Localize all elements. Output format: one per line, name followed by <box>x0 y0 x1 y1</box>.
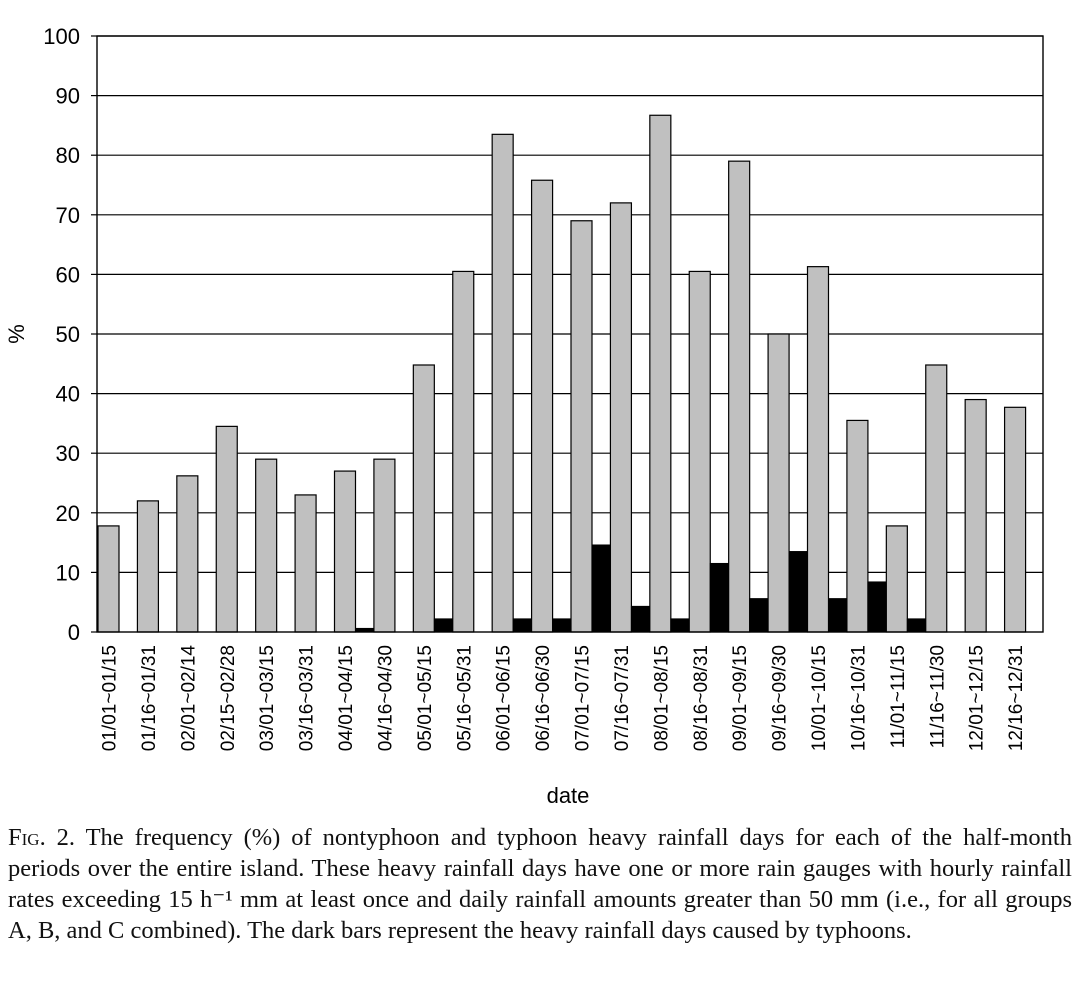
x-tick-label: 01/16~01/31 <box>139 645 160 751</box>
x-tick-label: 06/16~06/30 <box>533 645 554 751</box>
y-tick-label: 10 <box>56 560 80 585</box>
x-tick-label: 08/01~08/15 <box>651 645 672 751</box>
x-tick-label: 09/16~09/30 <box>770 645 791 751</box>
bar-nontyphoon <box>412 364 435 633</box>
bar-nontyphoon <box>136 500 160 633</box>
bar-chart: 0 10 20 30 40 50 60 70 80 90 100 01/01~01/15 01/16~… <box>4 24 1044 808</box>
x-tick-label: 12/16~12/31 <box>1006 645 1027 751</box>
bars <box>97 114 1027 633</box>
y-tick-label: 100 <box>43 24 80 49</box>
bar-nontyphoon <box>373 458 396 633</box>
y-axis-label: % <box>4 324 29 344</box>
bar-typhoon <box>512 618 533 633</box>
bar-nontyphoon <box>452 270 475 633</box>
bar-nontyphoon <box>176 475 199 633</box>
x-tick-label: 07/16~07/31 <box>612 645 633 751</box>
y-tick-label: 80 <box>56 143 80 168</box>
bar-nontyphoon <box>255 458 278 633</box>
x-tick-label: 05/01~05/15 <box>415 645 436 751</box>
x-tick-label: 05/16~05/31 <box>454 645 475 751</box>
bar-typhoon <box>906 618 927 633</box>
bar-typhoon <box>630 605 651 633</box>
bar-nontyphoon <box>609 202 633 633</box>
x-tick-label: 02/01~02/14 <box>178 645 199 752</box>
y-tick-label: 20 <box>56 501 80 526</box>
bar-typhoon <box>552 618 573 633</box>
x-tick-label: 12/01~12/15 <box>967 645 988 751</box>
bar-typhoon <box>433 618 454 633</box>
x-tick-label: 11/16~11/30 <box>927 645 948 748</box>
bar-nontyphoon <box>806 266 830 633</box>
bar-nontyphoon <box>294 494 317 633</box>
bar-typhoon <box>670 618 691 633</box>
y-tick-label: 50 <box>56 322 80 347</box>
x-tick-label: 07/01~07/15 <box>573 645 594 751</box>
x-tick-label: 03/01~03/15 <box>257 645 278 751</box>
x-tick-label: 10/01~10/15 <box>809 645 830 751</box>
plot-frame <box>96 35 1044 633</box>
bar-nontyphoon <box>649 114 672 633</box>
bar-typhoon <box>788 551 809 633</box>
y-tick-label: 30 <box>56 441 80 466</box>
x-tick-label: 02/15~02/28 <box>218 645 239 751</box>
y-tick-label: 90 <box>56 84 80 109</box>
bar-typhoon <box>749 598 770 633</box>
bar-typhoon <box>867 581 888 633</box>
bar-nontyphoon <box>333 470 357 633</box>
bar-nontyphoon <box>570 220 593 633</box>
bar-typhoon <box>709 562 730 633</box>
bar-nontyphoon <box>728 160 751 633</box>
bar-nontyphoon <box>530 179 554 633</box>
x-tick-label: 10/16~10/31 <box>848 645 869 751</box>
y-tick-label: 70 <box>56 203 80 228</box>
y-tick-labels: 0 10 20 30 40 50 60 70 80 90 100 <box>43 24 80 645</box>
bar-nontyphoon <box>215 425 238 633</box>
bar-nontyphoon <box>964 398 987 633</box>
bar-nontyphoon <box>885 525 908 633</box>
axes <box>96 35 1044 633</box>
bar-nontyphoon <box>97 525 120 633</box>
caption-text: The frequency (%) of nontyphoon and typh… <box>8 824 1072 944</box>
y-tick-label: 0 <box>68 620 80 645</box>
y-tick-label: 40 <box>56 382 80 407</box>
gridlines <box>91 35 1043 633</box>
bar-nontyphoon <box>767 333 790 633</box>
x-tick-label: 04/16~04/30 <box>375 645 396 751</box>
figure-label: Fig. 2. <box>8 824 76 851</box>
bar-nontyphoon <box>925 364 948 633</box>
bar-typhoon <box>591 544 612 633</box>
x-tick-label: 11/01~11/15 <box>888 645 909 748</box>
x-tick-label: 08/16~08/31 <box>691 645 712 751</box>
x-axis-label: date <box>547 783 590 808</box>
y-tick-label: 60 <box>56 262 80 287</box>
x-tick-label: 04/01~04/15 <box>336 645 357 751</box>
x-tick-label: 01/01~01/15 <box>100 645 121 751</box>
bar-nontyphoon <box>1003 406 1027 633</box>
bar-typhoon <box>828 598 848 633</box>
bar-nontyphoon <box>491 133 514 633</box>
x-tick-label: 03/16~03/31 <box>297 645 318 751</box>
x-tick-label: 06/01~06/15 <box>494 645 515 751</box>
figure-caption: Fig. 2. The frequency (%) of nontyphoon … <box>8 822 1072 946</box>
bar-nontyphoon <box>846 419 869 633</box>
bar-nontyphoon <box>688 270 711 633</box>
x-tick-label: 09/01~09/15 <box>730 645 751 751</box>
x-tick-labels: 01/01~01/15 01/16~01/31 02/01~02/14 02/15~0… <box>100 645 1028 752</box>
